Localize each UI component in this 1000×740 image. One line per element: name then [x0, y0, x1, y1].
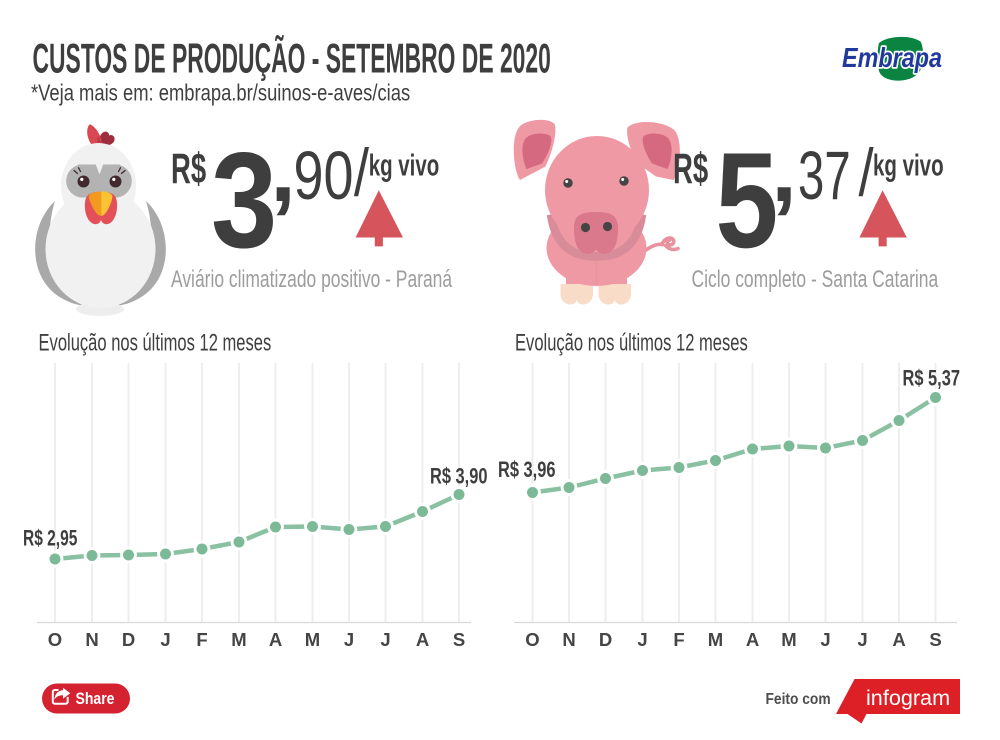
svg-text:Feito com: Feito com	[766, 691, 831, 708]
svg-text:M: M	[305, 629, 320, 650]
svg-text:D: D	[599, 629, 612, 650]
svg-text:S: S	[929, 629, 941, 650]
svg-text:infogram: infogram	[866, 686, 950, 710]
svg-text:R$ 3,90: R$ 3,90	[430, 464, 488, 489]
svg-text:N: N	[85, 629, 98, 650]
svg-text:Embrapa: Embrapa	[842, 43, 942, 73]
svg-text:R$: R$	[171, 144, 206, 193]
svg-text:N: N	[562, 629, 575, 650]
svg-text:Ciclo completo - Santa Catarin: Ciclo completo - Santa Catarina	[692, 265, 939, 293]
svg-text:CUSTOS DE PRODUÇÃO - SETEMBRO: CUSTOS DE PRODUÇÃO - SETEMBRO DE 2020	[33, 35, 551, 82]
svg-text:Aviário climatizado positivo -: Aviário climatizado positivo - Paraná	[171, 265, 452, 293]
svg-text:Evolução nos últimos 12 meses: Evolução nos últimos 12 meses	[515, 330, 748, 357]
svg-text:M: M	[708, 629, 723, 650]
svg-text:O: O	[525, 629, 539, 650]
svg-text:O: O	[48, 629, 62, 650]
svg-text:,: ,	[270, 119, 296, 221]
svg-text:kg vivo: kg vivo	[369, 147, 440, 182]
svg-text:A: A	[892, 629, 905, 650]
svg-text:Evolução nos últimos 12 meses: Evolução nos últimos 12 meses	[39, 330, 272, 357]
svg-text:37: 37	[798, 136, 851, 214]
svg-text:A: A	[746, 629, 759, 650]
svg-text:M: M	[231, 629, 246, 650]
svg-text:R$ 5,37: R$ 5,37	[903, 366, 961, 391]
svg-text:kg vivo: kg vivo	[873, 147, 944, 182]
svg-text:J: J	[380, 629, 390, 650]
svg-text:,: ,	[771, 119, 797, 221]
svg-text:5: 5	[716, 125, 779, 276]
svg-text:J: J	[857, 629, 867, 650]
svg-text:3: 3	[211, 125, 277, 277]
svg-text:F: F	[196, 629, 207, 650]
svg-text:M: M	[781, 629, 796, 650]
svg-text:F: F	[673, 629, 684, 650]
svg-text:90: 90	[294, 138, 354, 215]
svg-text:A: A	[416, 629, 429, 650]
svg-text:R$: R$	[673, 144, 708, 193]
svg-text:R$ 2,95: R$ 2,95	[23, 527, 78, 551]
svg-text:J: J	[637, 629, 647, 650]
svg-text:*Veja mais em: embrapa.br/suin: *Veja mais em: embrapa.br/suinos-e-aves/…	[31, 81, 410, 106]
svg-text:/: /	[354, 135, 369, 209]
svg-text:J: J	[820, 629, 830, 650]
svg-text:Share: Share	[76, 690, 115, 708]
svg-text:A: A	[269, 629, 282, 650]
svg-text:J: J	[344, 629, 354, 650]
svg-text:D: D	[122, 629, 135, 650]
svg-text:J: J	[160, 629, 170, 650]
svg-text:S: S	[453, 629, 465, 650]
svg-text:R$ 3,96: R$ 3,96	[498, 458, 556, 483]
svg-text:/: /	[859, 135, 874, 209]
